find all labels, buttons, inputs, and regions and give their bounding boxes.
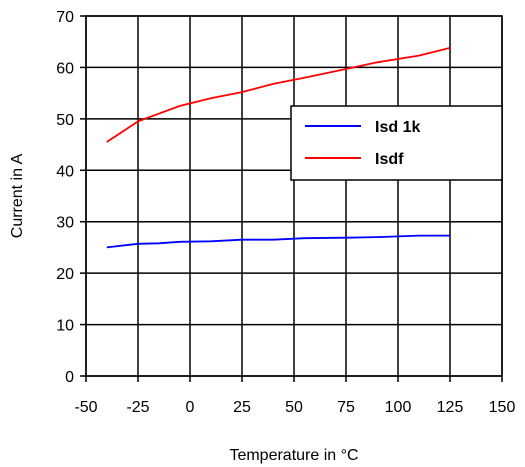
y-axis-title: Current in A (9, 153, 26, 238)
x-tick-label: 50 (285, 399, 303, 416)
y-tick-label: 60 (56, 60, 74, 77)
x-tick-label: 75 (337, 399, 355, 416)
y-tick-label: 50 (56, 112, 74, 129)
y-tick-label: 0 (65, 369, 74, 386)
series-line-isd-1k (106, 234, 450, 249)
x-axis-title: Temperature in °C (229, 447, 358, 464)
y-tick-label: 70 (56, 9, 74, 26)
legend-label-1: Isdf (375, 151, 404, 168)
x-tick-label: -50 (74, 399, 97, 416)
y-tick-label: 40 (56, 163, 74, 180)
legend-label-0: Isd 1k (375, 119, 420, 136)
x-tick-label: 150 (489, 399, 516, 416)
series-group (106, 47, 451, 249)
x-tick-label: -25 (126, 399, 149, 416)
x-axis-ticks: -50 -25 0 25 50 75 100 125 150 (74, 376, 515, 416)
y-tick-label: 30 (56, 215, 74, 232)
series-line-isdf (106, 47, 451, 143)
y-tick-label: 20 (56, 266, 74, 283)
x-tick-label: 100 (385, 399, 412, 416)
x-tick-label: 25 (233, 399, 251, 416)
legend-box (290, 105, 503, 181)
y-axis-ticks: 0 10 20 30 40 50 60 70 (56, 9, 86, 386)
x-tick-label: 125 (437, 399, 464, 416)
plot-area-frame (85, 15, 503, 377)
grid-lines (85, 15, 503, 377)
x-tick-label: 0 (186, 399, 195, 416)
y-tick-label: 10 (56, 318, 74, 335)
legend: Isd 1k Isdf (290, 105, 503, 181)
